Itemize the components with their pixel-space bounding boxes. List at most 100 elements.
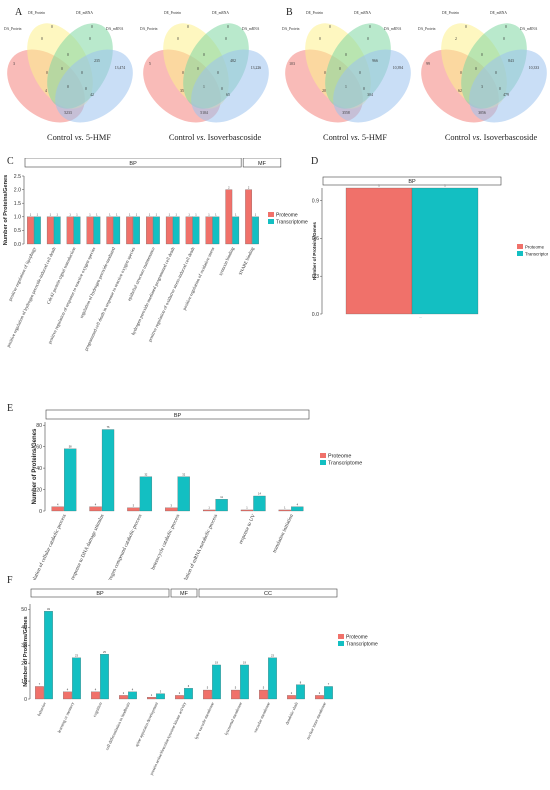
bar-value-label: 49	[47, 607, 50, 611]
bar-value-label: 1	[96, 213, 98, 217]
legend-swatch-proteome	[268, 212, 274, 217]
bar-value-label: 1	[136, 213, 138, 217]
venn-set-label: DE_mRNA	[212, 11, 229, 15]
x-tick-label: positive regulation of mRNA metabolic pr…	[171, 513, 219, 580]
bar-value-label: 4	[95, 688, 97, 692]
venn-region-count: 0	[481, 53, 483, 57]
bar-value-label: 1	[235, 213, 237, 217]
x-tick-label: syntaxin binding	[218, 246, 236, 277]
venn-region-count: 0	[329, 25, 331, 29]
bar-value-label: 1	[76, 213, 78, 217]
x-tick-label: heterocycle catabolic process	[150, 513, 181, 571]
bar-proteome	[35, 686, 44, 700]
x-tick-label: lysosomal membrane	[223, 701, 243, 736]
bar-value-label: 25	[103, 650, 106, 654]
bar-value-label: 3	[133, 503, 135, 507]
bar-value-label: 2	[291, 691, 293, 695]
bar-transcriptome	[139, 476, 153, 512]
x-tick-label: regulation of cellular catabolic process	[27, 513, 67, 580]
facet-label: BP	[96, 591, 104, 597]
venn-region-count: 235	[94, 59, 100, 63]
venn-region-count: 0	[345, 53, 347, 57]
venn-caption-1: Control vs. 5-HMF	[47, 133, 111, 142]
x-tick-label: translation initiation	[272, 513, 295, 554]
venn-region-count: 99	[426, 62, 430, 66]
bar-proteome	[315, 695, 324, 700]
bar-value-label: 1	[37, 213, 39, 217]
panel-label-a: A	[15, 7, 23, 18]
venn-region-count: 479	[503, 93, 509, 97]
bar-value-label: 1	[215, 213, 217, 217]
legend-swatch-transcriptome	[338, 641, 344, 646]
venn-region-count: 0	[177, 37, 179, 41]
x-tick-label: vacuolar membrane	[252, 701, 271, 733]
legend-swatch-proteome	[338, 634, 344, 639]
bar-value-label: 14	[258, 492, 261, 496]
facet-label: MF	[180, 591, 189, 597]
bar-value-label: 1	[208, 213, 210, 217]
bar-value-label: 5	[263, 686, 265, 690]
venn-region-count: 3	[13, 62, 15, 66]
venn-region-count: 62	[458, 89, 462, 93]
y-tick-label: 0.9	[312, 198, 319, 204]
x-tick-label: regulation of hydrogen peroxide-mediated	[79, 246, 117, 319]
bar-transcriptome	[53, 216, 61, 245]
bar-value-label: 1	[195, 213, 197, 217]
facet-strip	[24, 158, 242, 168]
bar-value-label: 11	[220, 495, 223, 499]
venn-region-count: 65	[226, 93, 230, 97]
panel-label-d: D	[311, 156, 319, 167]
bar-proteome	[165, 216, 173, 245]
bar-transcriptome	[156, 693, 165, 700]
bar-transcriptome	[411, 187, 479, 315]
bar-transcriptome	[177, 476, 190, 512]
y-tick-label: 0.5	[14, 228, 21, 234]
legend-label-transcriptome: Transcriptome	[328, 460, 362, 466]
venn-region-count: 0	[67, 53, 69, 57]
bar-transcriptome	[291, 506, 304, 512]
bar-value-label: 1	[169, 213, 171, 217]
bar-proteome	[202, 509, 216, 512]
legend-swatch-transcriptome	[517, 251, 523, 256]
bar-value-label: 58	[69, 445, 72, 449]
bar-proteome	[119, 695, 128, 700]
venn-region-count: 0	[197, 67, 199, 71]
bar-transcriptome	[100, 654, 109, 700]
venn-region-count: 0	[51, 25, 53, 29]
venn-set-label: DE_mRNA	[490, 11, 507, 15]
bar-proteome	[203, 689, 212, 700]
venn-region-count: 20	[322, 89, 326, 93]
bar-value-label: 3	[171, 503, 173, 507]
facet-label: CC	[264, 591, 272, 597]
venn-set-label: DE_Protein	[306, 11, 323, 15]
x-tick-label: learning or memory	[56, 700, 75, 733]
venn-region-count: 5	[149, 62, 151, 66]
x-tick-label: spine apparatus development	[134, 701, 159, 748]
legend-label-transcriptome: Transcriptome	[346, 641, 378, 647]
venn-region-count: 5233	[64, 111, 72, 115]
bar-proteome	[86, 216, 94, 245]
x-tick-label: lytic vacuole membrane	[193, 701, 215, 740]
bar-value-label: 2	[248, 185, 250, 189]
legend-label-proteome: Proteome	[525, 244, 545, 249]
legend-label-proteome: Proteome	[276, 212, 298, 218]
venn-region-count: 0	[182, 71, 184, 75]
venn-region-count: 0	[217, 71, 219, 75]
bar-proteome	[345, 187, 413, 315]
bar-transcriptome	[253, 495, 266, 512]
venn-region-count: 0	[495, 71, 497, 75]
legend-swatch-transcriptome	[320, 460, 326, 465]
bar-value-label: 1	[69, 213, 71, 217]
venn-region-count: 0	[46, 71, 48, 75]
y-tick-label: 80	[36, 423, 42, 429]
legend-label-transcriptome: Transcriptome	[276, 219, 308, 225]
venn-region-count: 0	[475, 67, 477, 71]
y-tick-label: 2.5	[14, 174, 21, 180]
chart-c: 0.0 0.5 1.0 1.5 2.0 2.5 Number of Proteins/Gen…	[3, 158, 308, 352]
venn-set-label: DA_Protein	[140, 27, 158, 31]
y-tick-label: 0.0	[312, 312, 319, 318]
bar-value-label: 1	[246, 506, 248, 510]
bar-proteome	[63, 691, 72, 700]
bar-proteome	[287, 695, 296, 700]
y-tick-label: 1.0	[14, 215, 21, 221]
